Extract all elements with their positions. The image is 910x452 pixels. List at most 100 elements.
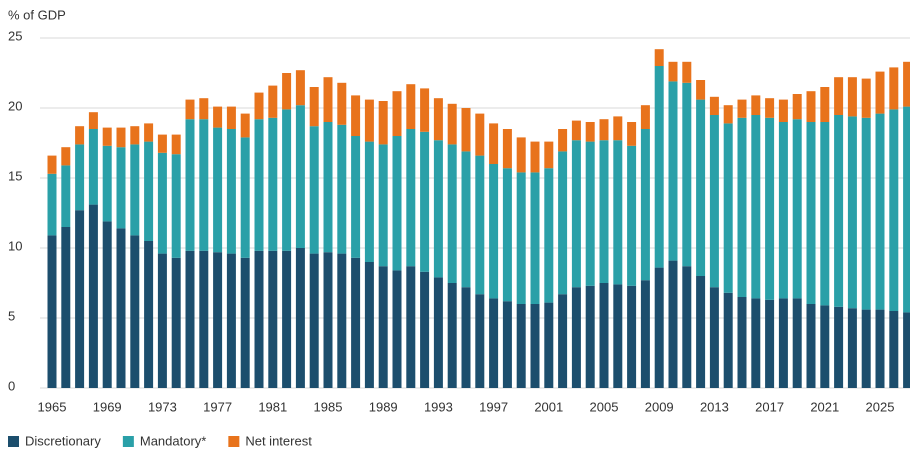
bar-segment (875, 71, 885, 114)
bar-segment (185, 99, 195, 120)
bar-segment (185, 119, 195, 251)
y-tick-label: 15 (8, 168, 22, 183)
bar-segment (116, 228, 126, 388)
x-tick-label: 1965 (38, 399, 67, 414)
bar-segment (447, 283, 457, 388)
bar-segment (282, 250, 292, 388)
bar-segment (709, 96, 719, 115)
bar-segment (875, 113, 885, 310)
bar-segment (682, 266, 692, 388)
bar-segment (765, 299, 775, 388)
bar-segment (613, 284, 623, 388)
bar-segment (323, 252, 333, 388)
bar-segment (640, 280, 650, 388)
bar-segment (778, 122, 788, 299)
bar-segment (102, 145, 112, 222)
bar-segment (502, 168, 512, 302)
bar-segment (475, 294, 485, 388)
bar-segment (254, 92, 264, 120)
bar-segment (751, 115, 761, 299)
bar-segment (295, 70, 305, 106)
bar-segment (226, 253, 236, 388)
bar-segment (668, 61, 678, 82)
bar-segment (185, 250, 195, 388)
legend-label: Net interest (245, 433, 312, 448)
bar-segment (627, 285, 637, 388)
bar-segment (723, 123, 733, 293)
x-tick-label: 1973 (148, 399, 177, 414)
bar-segment (682, 82, 692, 267)
bar-segment (585, 122, 595, 142)
bar-segment (406, 266, 416, 388)
bar-segment (765, 98, 775, 118)
x-tick-label: 2025 (866, 399, 895, 414)
bar-segment (447, 144, 457, 283)
bar-segment (378, 266, 388, 388)
bar-segment (420, 131, 430, 272)
bar-segment (102, 127, 112, 146)
y-tick-label: 10 (8, 238, 22, 253)
x-tick-label: 1977 (203, 399, 232, 414)
legend-label: Discretionary (25, 433, 101, 448)
bar-segment (295, 105, 305, 248)
bar-segment (75, 126, 85, 145)
bar-segment (627, 122, 637, 146)
bar-segment (171, 134, 181, 155)
bar-segment (613, 140, 623, 285)
bar-segment (351, 95, 361, 136)
bar-segment (351, 257, 361, 388)
bar-segment (558, 151, 568, 295)
bar-segment (792, 119, 802, 299)
bar-segment (268, 250, 278, 388)
bar-segment (668, 260, 678, 388)
bar-segment (157, 152, 167, 254)
bar-segment (502, 301, 512, 388)
y-tick-label: 25 (8, 28, 22, 43)
bar-segment (213, 252, 223, 388)
bar-segment (778, 99, 788, 122)
bar-segment (709, 115, 719, 288)
bar-segment (116, 127, 126, 148)
bar-segment (903, 106, 910, 313)
bar-segment (516, 304, 526, 388)
bar-segment (199, 250, 209, 388)
x-tick-label: 2009 (645, 399, 674, 414)
x-tick-label: 2013 (700, 399, 729, 414)
bar-segment (820, 87, 830, 122)
bar-segment (903, 312, 910, 388)
bar-segment (489, 164, 499, 299)
bar-segment (378, 101, 388, 145)
bar-segment (226, 106, 236, 129)
bar-segment (323, 122, 333, 253)
bar-segment (337, 82, 347, 125)
bar-segment (61, 227, 71, 388)
bar-segment (571, 140, 581, 288)
bar-segment (199, 98, 209, 120)
bar-segment (834, 115, 844, 307)
y-tick-label: 0 (8, 378, 15, 393)
x-tick-label: 2005 (590, 399, 619, 414)
bar-segment (226, 129, 236, 254)
bar-segment (144, 123, 154, 142)
bar-segment (489, 298, 499, 388)
bar-segment (309, 126, 319, 254)
bar-segment (475, 155, 485, 295)
bar-segment (433, 140, 443, 278)
bar-segment (392, 270, 402, 388)
bar-segment (751, 95, 761, 115)
bar-segment (47, 155, 57, 174)
bar-segment (461, 287, 471, 388)
bar-segment (75, 210, 85, 388)
x-tick-label: 2021 (810, 399, 839, 414)
legend-swatch (8, 436, 19, 447)
bar-segment (61, 165, 71, 227)
bar-segment (75, 144, 85, 211)
bar-segment (47, 173, 57, 236)
bar-segment (420, 88, 430, 132)
bar-segment (406, 129, 416, 267)
bar-segment (571, 287, 581, 388)
bar-segment (668, 81, 678, 261)
bar-segment (323, 77, 333, 122)
bar-segment (420, 271, 430, 388)
x-tick-label: 1989 (369, 399, 398, 414)
